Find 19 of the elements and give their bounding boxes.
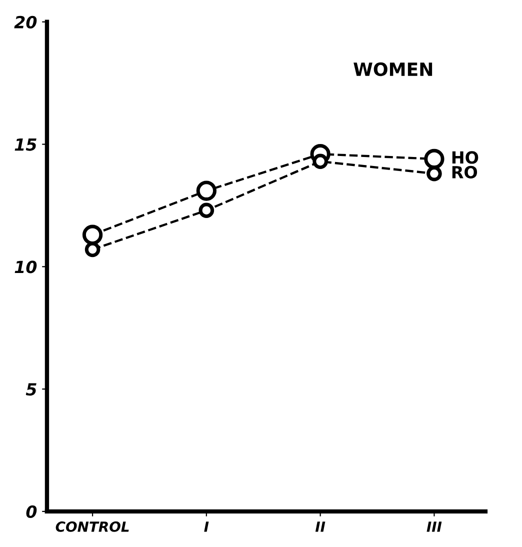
y-tick-label: 10 <box>14 260 37 274</box>
point <box>196 180 216 201</box>
x-tick-label: III <box>426 522 442 532</box>
x-tick-label: CONTROL <box>56 521 129 532</box>
y-tick-label: 0 <box>26 505 37 518</box>
point <box>82 224 103 245</box>
point <box>84 242 100 258</box>
y-tick-label: 5 <box>26 383 36 396</box>
point <box>426 166 442 182</box>
y-tick-label: 20 <box>14 16 37 28</box>
x-tick-label: II <box>315 522 326 532</box>
annotation: WOMEN <box>354 62 432 76</box>
series-label: RO <box>452 166 478 178</box>
point <box>312 154 328 170</box>
point <box>198 202 214 218</box>
x-tick-label: I <box>204 522 209 532</box>
point <box>424 148 444 170</box>
y-tick-label: 15 <box>14 138 36 151</box>
series-label: HO <box>452 151 478 164</box>
